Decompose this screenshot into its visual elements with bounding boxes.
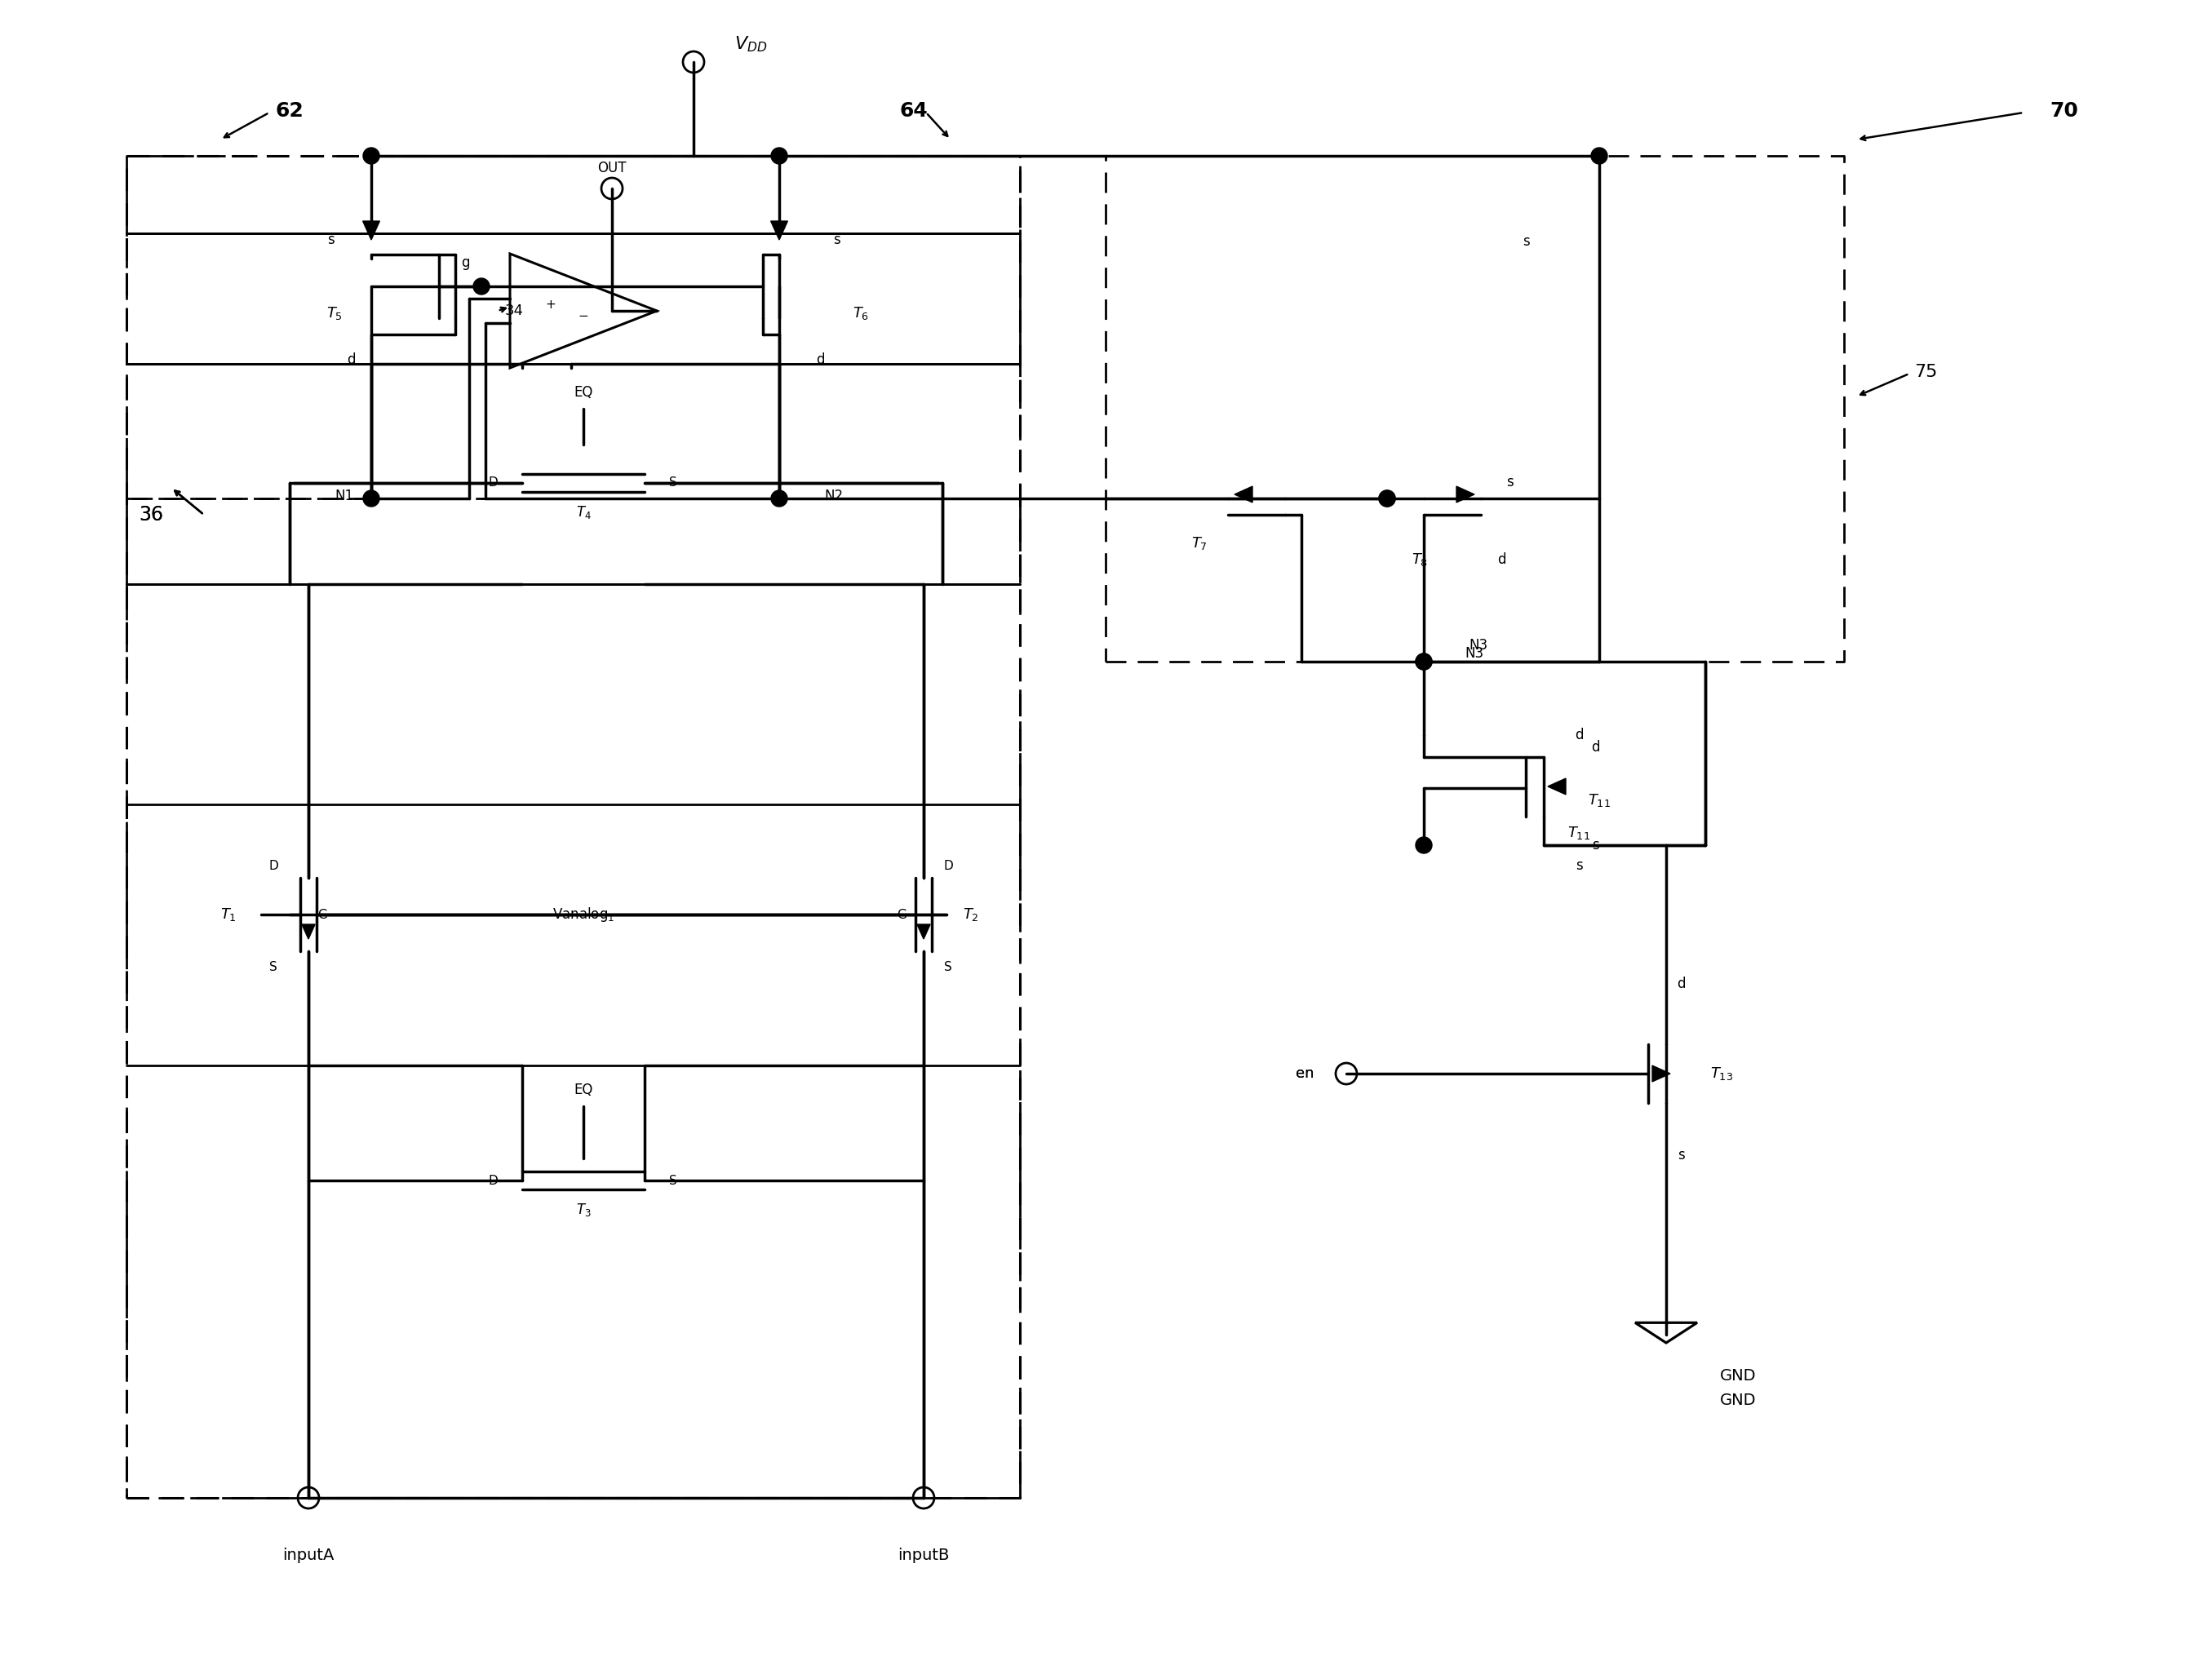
Text: 64: 64 <box>900 101 929 121</box>
Text: GND: GND <box>1719 1392 1756 1407</box>
Text: $V_{DD}$: $V_{DD}$ <box>734 35 768 53</box>
Text: N3: N3 <box>1464 646 1484 661</box>
Text: g: g <box>460 256 469 271</box>
Circle shape <box>772 148 787 164</box>
Polygon shape <box>1652 1066 1670 1081</box>
Text: s: s <box>1677 1148 1683 1163</box>
Text: 36: 36 <box>139 505 164 525</box>
Text: $T_{13}$: $T_{13}$ <box>1710 1065 1732 1081</box>
Circle shape <box>363 148 380 164</box>
Text: d: d <box>816 352 825 367</box>
Text: S: S <box>270 962 276 973</box>
Polygon shape <box>1455 487 1475 503</box>
Circle shape <box>772 490 787 507</box>
Text: D: D <box>268 859 279 872</box>
Circle shape <box>1378 490 1396 507</box>
Text: d: d <box>1575 728 1584 742</box>
Text: N2: N2 <box>825 488 843 503</box>
Text: s: s <box>327 233 334 247</box>
Circle shape <box>473 277 489 294</box>
Text: d: d <box>1498 553 1506 566</box>
Text: D: D <box>489 477 498 488</box>
Text: GND: GND <box>1719 1367 1756 1384</box>
Text: G: G <box>896 909 907 920</box>
Circle shape <box>363 490 380 507</box>
Circle shape <box>1416 653 1431 669</box>
Text: EQ: EQ <box>573 385 593 400</box>
Polygon shape <box>918 924 931 938</box>
Polygon shape <box>1234 487 1252 503</box>
Text: $T_6$: $T_6$ <box>852 306 869 322</box>
Circle shape <box>1416 653 1431 669</box>
Polygon shape <box>1548 779 1566 794</box>
Text: D: D <box>489 1174 498 1186</box>
Text: EQ: EQ <box>573 1083 593 1098</box>
Text: S: S <box>668 1174 677 1186</box>
Text: $T_5$: $T_5$ <box>327 306 343 322</box>
Circle shape <box>1378 490 1396 507</box>
Text: S: S <box>668 477 677 488</box>
Text: +: + <box>546 299 555 311</box>
Text: d: d <box>1590 739 1599 754</box>
Text: $T_8$: $T_8$ <box>1411 551 1429 568</box>
Text: G: G <box>319 909 327 920</box>
Text: 36: 36 <box>139 505 164 525</box>
Text: s: s <box>832 233 841 247</box>
Polygon shape <box>301 924 314 938</box>
Text: $T_{11}$: $T_{11}$ <box>1588 792 1610 809</box>
Text: $T_2$: $T_2$ <box>962 907 980 924</box>
Text: s: s <box>1593 837 1599 852</box>
Text: 75: 75 <box>1913 364 1938 380</box>
Text: OUT: OUT <box>597 161 626 176</box>
Text: $T_1$: $T_1$ <box>221 907 237 924</box>
Text: Vanalog$_1$: Vanalog$_1$ <box>553 905 615 924</box>
Text: inputA: inputA <box>283 1546 334 1563</box>
Text: d: d <box>1677 977 1686 992</box>
Polygon shape <box>363 221 380 239</box>
Text: $T_4$: $T_4$ <box>575 505 591 520</box>
Text: 62: 62 <box>276 101 303 121</box>
Text: 34: 34 <box>504 304 524 319</box>
Text: d: d <box>347 352 356 367</box>
Circle shape <box>1590 148 1608 164</box>
Circle shape <box>1416 837 1431 854</box>
Text: inputB: inputB <box>898 1546 949 1563</box>
Text: S: S <box>945 962 951 973</box>
Text: s: s <box>1575 859 1582 874</box>
Text: $T_3$: $T_3$ <box>575 1201 591 1218</box>
Text: N1: N1 <box>334 488 354 503</box>
Text: s: s <box>1522 234 1528 249</box>
Text: $T_{11}$: $T_{11}$ <box>1568 826 1590 840</box>
Text: D: D <box>942 859 953 872</box>
Text: s: s <box>1506 475 1513 490</box>
Text: 70: 70 <box>2051 101 2079 121</box>
Text: en: en <box>1296 1066 1314 1081</box>
Text: en: en <box>1296 1066 1314 1081</box>
Polygon shape <box>770 221 787 239</box>
Text: $T_7$: $T_7$ <box>1192 535 1208 551</box>
Text: −: − <box>577 311 588 322</box>
Text: N3: N3 <box>1469 638 1486 653</box>
